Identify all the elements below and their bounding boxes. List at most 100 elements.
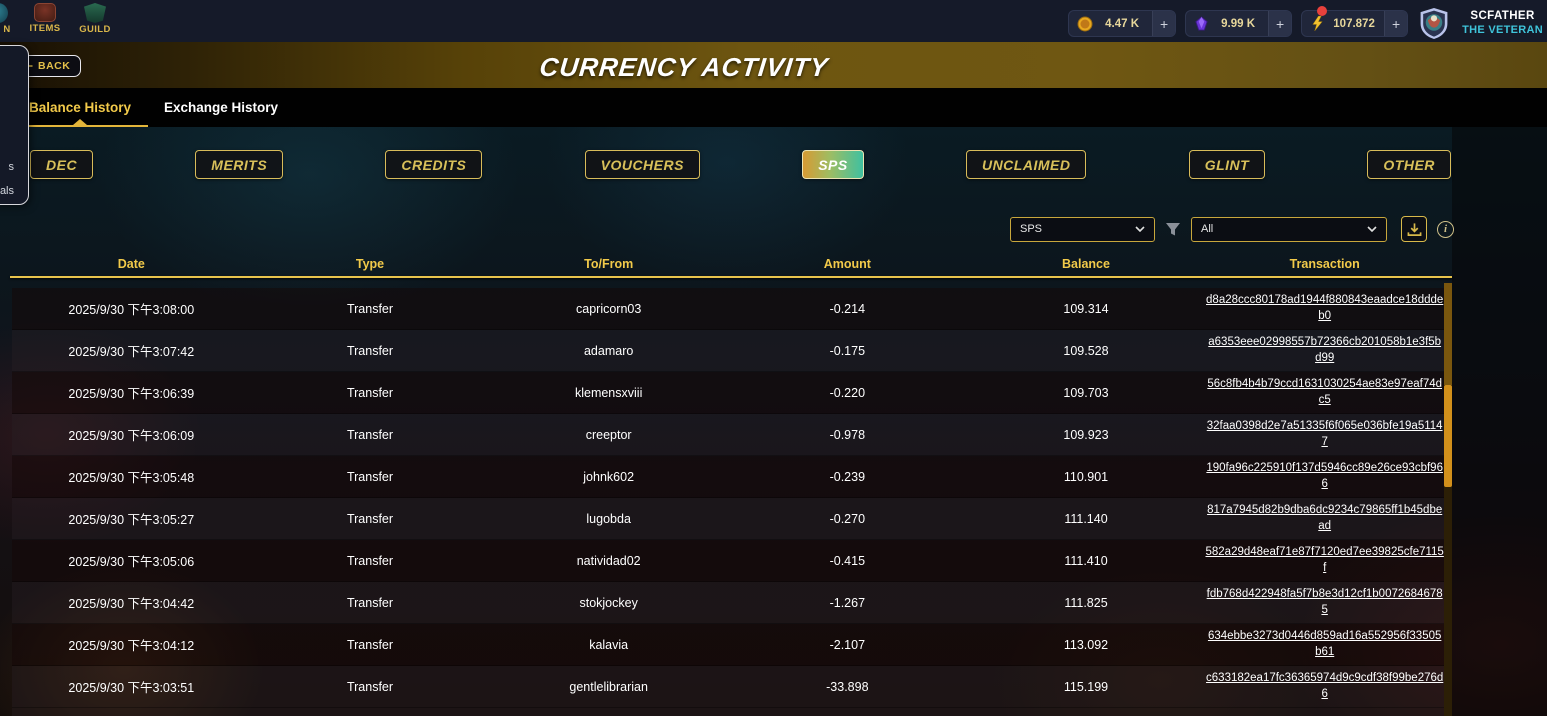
filter-vouchers[interactable]: VOUCHERS [584, 150, 700, 179]
cell-transaction: 56c8fb4b4b79ccd1631030254ae83e97eaf74dc5 [1205, 377, 1444, 408]
cell-amount: -0.270 [829, 511, 866, 526]
side-panel-item-fragment[interactable]: s [8, 161, 15, 173]
download-icon [1407, 222, 1421, 236]
transaction-link[interactable]: 56c8fb4b4b79ccd1631030254ae83e97eaf74dc5 [1207, 377, 1443, 406]
table-row: 2025/9/30 下午3:05:27 Transfer lugobda -0.270… [12, 498, 1444, 540]
currency-filter-row: DEC MERITS CREDITS VOUCHERS SPS UNCLAIMED GLIN… [30, 150, 1451, 179]
transaction-link[interactable]: 582a29d48eaf71e87f7120ed7ee39825cfe7115f [1205, 545, 1444, 574]
nav-item-guild[interactable]: GUILD [70, 0, 120, 35]
range-select-value: All [1201, 223, 1214, 235]
transaction-link[interactable]: 634ebbe3273d0446d859ad16a552956f33505b61 [1207, 629, 1442, 658]
add-gold-button[interactable]: + [1152, 11, 1176, 36]
cell-amount: -2.107 [829, 637, 866, 652]
transaction-link[interactable]: 817a7945d82b9dba6dc9234c79865ff1b45dbead [1207, 503, 1443, 532]
filter-sps[interactable]: SPS [802, 150, 864, 179]
cell-transaction: 817a7945d82b9dba6dc9234c79865ff1b45dbead [1205, 503, 1444, 534]
cell-transaction: fdb768d422948fa5f7b8e3d12cf1b00726846785 [1205, 587, 1444, 618]
player-identity[interactable]: SCFATHER THE VETERAN [1462, 10, 1543, 37]
cell-type: Transfer [346, 301, 394, 316]
cell-amount: -0.978 [829, 427, 866, 442]
cell-amount: -0.175 [829, 343, 866, 358]
filter-glint[interactable]: GLINT [1188, 150, 1266, 179]
currency-select[interactable]: SPS [1010, 216, 1155, 242]
cell-amount: -0.214 [829, 301, 866, 316]
table-row-partial [12, 708, 1444, 716]
top-bar: N ITEMS GUILD 4.47 K +9.99 K +107.872 + SCFAT… [0, 0, 1547, 42]
cell-date: 2025/9/30 下午3:05:48 [68, 471, 195, 485]
transaction-link[interactable]: c633182ea17fc36365974d9c9cdf38f99be276d6 [1206, 671, 1444, 700]
cell-date: 2025/9/30 下午3:04:42 [68, 597, 195, 611]
transaction-link[interactable]: fdb768d422948fa5f7b8e3d12cf1b00726846785 [1206, 587, 1443, 616]
cell-transaction: a6353eee02998557b72366cb201058b1e3f5bd99 [1205, 335, 1444, 366]
tab-exchange-history[interactable]: Exchange History [164, 100, 279, 115]
column-header-amount: Amount [823, 257, 871, 271]
side-panel-item-fragment[interactable]: als [0, 185, 14, 197]
cell-to-from: klemensxviii [574, 385, 643, 400]
gold-currency-pill: 4.47 K + [1068, 10, 1177, 37]
cell-transaction: 190fa96c225910f137d5946cc89e26ce93cbf966 [1205, 461, 1444, 492]
table-row: 2025/9/30 下午3:07:42 Transfer adamaro -0.175… [12, 330, 1444, 372]
filter-other[interactable]: OTHER [1367, 150, 1451, 179]
table-row: 2025/9/30 下午3:05:48 Transfer johnk602 -0.23… [12, 456, 1444, 498]
main-nav: N ITEMS GUILD [0, 0, 120, 42]
transaction-link[interactable]: a6353eee02998557b72366cb201058b1e3f5bd99 [1208, 335, 1442, 364]
page-title: CURRENCY ACTIVITY [538, 52, 830, 82]
currency-select-value: SPS [1020, 223, 1043, 235]
gold-currency-icon [1077, 16, 1093, 32]
filter-funnel-icon[interactable] [1165, 222, 1181, 237]
cell-type: Transfer [346, 553, 394, 568]
transaction-link[interactable]: d8a28ccc80178ad1944f880843eaadce18dddeb0 [1206, 293, 1444, 322]
table-row: 2025/9/30 下午3:04:12 Transfer kalavia -2.107… [12, 624, 1444, 666]
table-scrollbar[interactable] [1444, 283, 1452, 716]
nav-item-n[interactable]: N [0, 0, 20, 35]
cell-amount: -0.220 [829, 385, 866, 400]
transaction-link[interactable]: 32faa0398d2e7a51335f6f065e036bfe19a51147 [1206, 419, 1443, 448]
cell-type: Transfer [346, 427, 394, 442]
cell-balance: 109.314 [1063, 301, 1109, 316]
add-sps-button[interactable]: + [1384, 11, 1408, 36]
transaction-link[interactable]: 190fa96c225910f137d5946cc89e26ce93cbf966 [1206, 461, 1443, 490]
filter-dec[interactable]: DEC [30, 150, 94, 179]
cell-type: Transfer [346, 679, 394, 694]
add-crystal-button[interactable]: + [1268, 11, 1292, 36]
nav-item-items[interactable]: ITEMS [20, 0, 70, 34]
cell-balance: 111.410 [1064, 553, 1108, 568]
player-name: SCFATHER [1470, 10, 1535, 22]
info-icon[interactable]: i [1437, 220, 1454, 238]
cell-to-from: capricorn03 [576, 301, 642, 316]
download-button[interactable] [1401, 216, 1427, 242]
guild-icon [84, 3, 106, 23]
topbar-right: 4.47 K +9.99 K +107.872 + SCFATHER THE VETE… [1068, 6, 1543, 40]
cell-amount: -33.898 [826, 679, 869, 694]
table-header-divider [10, 276, 1452, 278]
cell-type: Transfer [346, 511, 394, 526]
cell-balance: 113.092 [1063, 637, 1109, 652]
background-right-shade [1452, 127, 1547, 716]
cell-to-from: johnk602 [583, 469, 635, 484]
transaction-table: 2025/9/30 下午3:08:00 Transfer capricorn03 -0… [12, 288, 1444, 716]
cell-type: Transfer [346, 385, 394, 400]
filter-credits[interactable]: CREDITS [385, 150, 483, 179]
player-avatar[interactable] [1417, 7, 1451, 40]
cell-transaction: 32faa0398d2e7a51335f6f065e036bfe19a51147 [1205, 419, 1444, 450]
cell-type: Transfer [346, 637, 394, 652]
cell-to-from: natividad02 [576, 553, 641, 568]
cell-balance: 109.528 [1063, 343, 1109, 358]
nav-item-label: N [3, 24, 11, 35]
table-row: 2025/9/30 下午3:08:00 Transfer capricorn03 -0… [12, 288, 1444, 330]
scrollbar-thumb[interactable] [1444, 385, 1452, 487]
cell-balance: 109.703 [1063, 385, 1109, 400]
cell-transaction: 582a29d48eaf71e87f7120ed7ee39825cfe7115f [1205, 545, 1444, 576]
chevron-down-icon [1367, 226, 1377, 232]
crystal-currency-value: 9.99 K [1221, 17, 1256, 30]
cell-date: 2025/9/30 下午3:08:00 [68, 303, 195, 317]
filter-unclaimed[interactable]: UNCLAIMED [965, 150, 1087, 179]
tab-balance-history[interactable]: Balance History [12, 88, 148, 127]
currency-pills: 4.47 K +9.99 K +107.872 + [1068, 6, 1409, 37]
sps-currency-icon [1310, 16, 1325, 31]
tab-strip: Balance History Exchange History [0, 88, 1547, 127]
range-select[interactable]: All [1191, 216, 1387, 242]
cell-amount: -0.239 [829, 469, 866, 484]
cell-date: 2025/9/30 下午3:06:09 [68, 429, 195, 443]
filter-merits[interactable]: MERITS [195, 150, 284, 179]
